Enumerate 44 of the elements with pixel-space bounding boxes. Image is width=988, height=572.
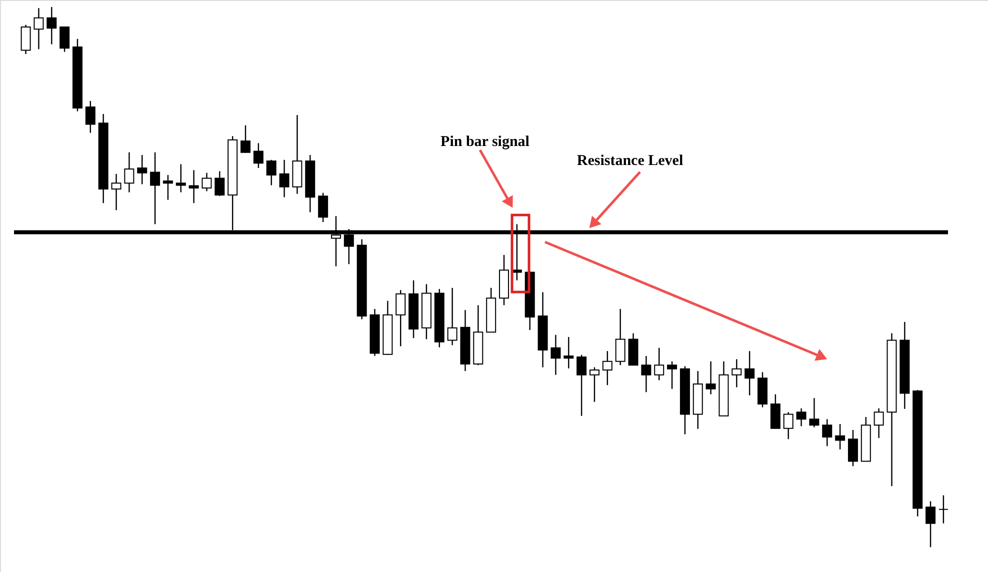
- candlestick: [564, 336, 574, 369]
- candlestick: [124, 152, 134, 193]
- candlestick: [667, 360, 678, 390]
- candlestick: [874, 408, 884, 439]
- candlestick: [34, 8, 44, 50]
- candlestick: [641, 355, 652, 393]
- candlestick: [240, 124, 251, 154]
- candlestick: [214, 170, 225, 197]
- candlestick: [137, 154, 148, 185]
- candlestick: [744, 350, 755, 396]
- candlestick: [576, 354, 587, 416]
- candlestick: [615, 308, 626, 366]
- candlestick: [111, 173, 122, 211]
- candlestick: [706, 360, 716, 395]
- candlestick: [938, 494, 948, 524]
- candlestick: [822, 418, 832, 447]
- candlestick: [396, 289, 406, 347]
- candlestick: [318, 192, 328, 223]
- candlestick: [796, 408, 806, 427]
- candlestick: [85, 100, 96, 134]
- candlestick: [46, 6, 57, 45]
- candlestick: [550, 334, 561, 376]
- candlestick: [848, 429, 858, 467]
- candlestick: [176, 164, 186, 193]
- candlestick: [162, 174, 173, 200]
- candlestick: [20, 24, 31, 55]
- candlestick: [253, 142, 264, 169]
- candlestick: [60, 26, 70, 52]
- candlestick: [188, 170, 199, 204]
- candlestick: [150, 152, 160, 225]
- candlestick: [783, 412, 794, 440]
- annotation: Resistance Level: [576, 153, 684, 169]
- candlestick: [654, 347, 664, 381]
- candlestick: [279, 159, 290, 198]
- annotation: Pin bar signal: [440, 134, 530, 150]
- candlestick: [835, 423, 846, 450]
- candlestick: [589, 366, 600, 402]
- candlestick: [602, 350, 612, 386]
- candlestick: [447, 287, 458, 346]
- candlestick: [202, 172, 212, 192]
- candlestick: [809, 397, 820, 428]
- candlestick: [266, 159, 276, 186]
- candlestick: [926, 500, 936, 548]
- candlestick: [732, 358, 742, 388]
